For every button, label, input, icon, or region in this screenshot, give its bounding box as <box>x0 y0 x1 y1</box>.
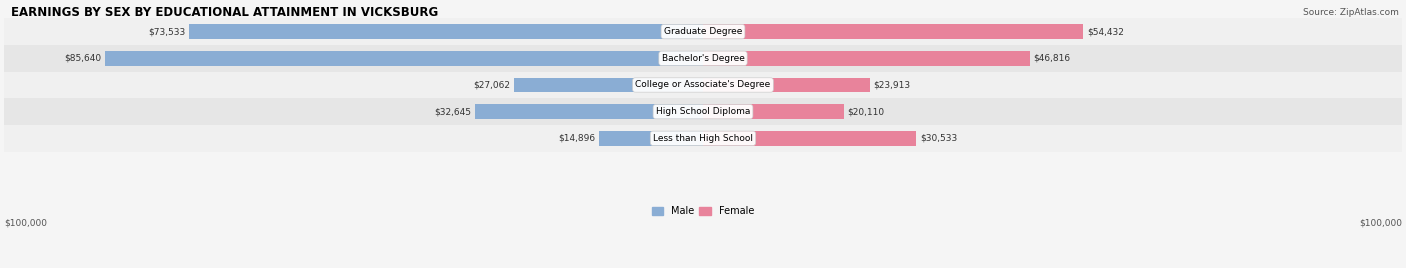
Text: Source: ZipAtlas.com: Source: ZipAtlas.com <box>1303 8 1399 17</box>
Text: $20,110: $20,110 <box>846 107 884 116</box>
Text: $100,000: $100,000 <box>4 218 48 227</box>
Bar <box>475 104 703 119</box>
Bar <box>104 51 703 66</box>
Text: $23,913: $23,913 <box>873 80 911 90</box>
Bar <box>4 18 1402 45</box>
Bar <box>4 98 1402 125</box>
Bar <box>703 131 917 146</box>
Bar <box>703 24 1084 39</box>
Text: $32,645: $32,645 <box>434 107 471 116</box>
Bar <box>703 104 844 119</box>
Text: $46,816: $46,816 <box>1033 54 1071 63</box>
Text: College or Associate's Degree: College or Associate's Degree <box>636 80 770 90</box>
Text: $30,533: $30,533 <box>920 134 957 143</box>
Text: $54,432: $54,432 <box>1087 27 1123 36</box>
Text: EARNINGS BY SEX BY EDUCATIONAL ATTAINMENT IN VICKSBURG: EARNINGS BY SEX BY EDUCATIONAL ATTAINMEN… <box>11 6 439 19</box>
Text: Bachelor's Degree: Bachelor's Degree <box>662 54 744 63</box>
Text: $100,000: $100,000 <box>1358 218 1402 227</box>
Bar <box>599 131 703 146</box>
Legend: Male, Female: Male, Female <box>648 202 758 220</box>
Text: Graduate Degree: Graduate Degree <box>664 27 742 36</box>
Bar <box>703 78 870 92</box>
Bar <box>190 24 703 39</box>
Text: $73,533: $73,533 <box>149 27 186 36</box>
Text: High School Diploma: High School Diploma <box>655 107 751 116</box>
Text: $27,062: $27,062 <box>474 80 510 90</box>
Text: $85,640: $85,640 <box>63 54 101 63</box>
Bar <box>513 78 703 92</box>
Bar <box>703 51 1031 66</box>
Text: $14,896: $14,896 <box>558 134 595 143</box>
Bar <box>4 72 1402 98</box>
Bar <box>4 45 1402 72</box>
Text: Less than High School: Less than High School <box>652 134 754 143</box>
Bar <box>4 125 1402 152</box>
